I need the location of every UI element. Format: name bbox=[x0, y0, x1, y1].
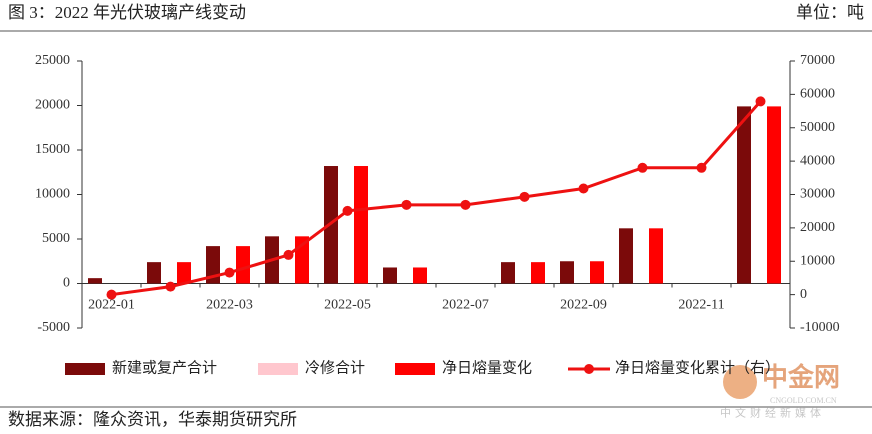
y2-tick-label: 30000 bbox=[800, 187, 835, 202]
line-marker bbox=[401, 199, 412, 210]
bar bbox=[560, 261, 574, 284]
line-marker bbox=[165, 281, 176, 292]
y2-tick-label: 70000 bbox=[800, 53, 835, 68]
y-tick-label: 5000 bbox=[42, 231, 70, 246]
watermark-tagline: 中文财经新媒体 bbox=[720, 406, 825, 420]
y2-tick-label: 40000 bbox=[800, 153, 835, 168]
x-tick-label: 2022-09 bbox=[560, 298, 607, 313]
bar bbox=[767, 106, 781, 284]
bar bbox=[413, 267, 427, 284]
line-marker bbox=[460, 199, 471, 210]
watermark-icon bbox=[723, 365, 757, 399]
bar bbox=[354, 166, 368, 284]
line-marker bbox=[106, 289, 117, 300]
legend-swatch bbox=[584, 364, 594, 374]
legend-label: 新建或复产合计 bbox=[112, 358, 217, 376]
y-tick-label: 20000 bbox=[35, 98, 70, 113]
line-marker bbox=[283, 249, 294, 260]
y2-tick-label: 20000 bbox=[800, 220, 835, 235]
y2-tick-label: -10000 bbox=[800, 320, 840, 335]
y2-tick-label: 60000 bbox=[800, 87, 835, 102]
chart-title: 图 3：2022 年光伏玻璃产线变动 bbox=[8, 3, 246, 22]
line-marker bbox=[224, 267, 235, 278]
bar bbox=[501, 262, 515, 284]
line-marker bbox=[755, 96, 766, 107]
legend-swatch bbox=[395, 363, 435, 375]
y-tick-label: 10000 bbox=[35, 187, 70, 202]
watermark-logo: 中金网 bbox=[762, 362, 840, 392]
line-marker bbox=[342, 205, 353, 216]
line-marker bbox=[696, 162, 707, 173]
source-note: 数据来源：隆众资讯，华泰期货研究所 bbox=[8, 410, 297, 429]
bar bbox=[177, 262, 191, 284]
bar bbox=[649, 228, 663, 284]
line-marker bbox=[519, 191, 530, 202]
y2-tick-label: 0 bbox=[800, 287, 807, 302]
bar bbox=[619, 228, 633, 284]
y-tick-label: 0 bbox=[63, 276, 70, 291]
bar bbox=[737, 106, 751, 284]
legend-swatch bbox=[258, 363, 298, 375]
bar bbox=[531, 262, 545, 284]
legend-label: 净日熔量变化 bbox=[442, 359, 532, 376]
x-tick-label: 2022-07 bbox=[442, 298, 489, 313]
unit-label: 单位：吨 bbox=[796, 3, 864, 22]
bar bbox=[236, 246, 250, 284]
y-tick-label: 25000 bbox=[35, 53, 70, 68]
bar bbox=[88, 278, 102, 284]
x-tick-label: 2022-03 bbox=[206, 298, 253, 313]
bar bbox=[590, 261, 604, 284]
y-tick-label: -5000 bbox=[37, 320, 70, 335]
line-marker bbox=[637, 162, 648, 173]
legend-label: 净日熔量变化累计（右） bbox=[615, 359, 780, 376]
x-tick-label: 2022-01 bbox=[88, 298, 135, 313]
watermark: 中金网 CNGOLD.COM.CN 中文财经新媒体 bbox=[720, 362, 840, 420]
y-tick-label: 15000 bbox=[35, 142, 70, 157]
legend-label: 冷修合计 bbox=[305, 359, 365, 376]
y2-tick-label: 10000 bbox=[800, 253, 835, 268]
legend-swatch bbox=[65, 363, 105, 375]
bar bbox=[383, 267, 397, 284]
bar bbox=[147, 262, 161, 284]
y2-tick-label: 50000 bbox=[800, 120, 835, 135]
watermark-domain: CNGOLD.COM.CN bbox=[770, 396, 837, 405]
line-marker bbox=[578, 183, 589, 194]
x-tick-label: 2022-05 bbox=[324, 298, 371, 313]
x-tick-label: 2022-11 bbox=[678, 298, 724, 313]
line bbox=[111, 100, 762, 297]
